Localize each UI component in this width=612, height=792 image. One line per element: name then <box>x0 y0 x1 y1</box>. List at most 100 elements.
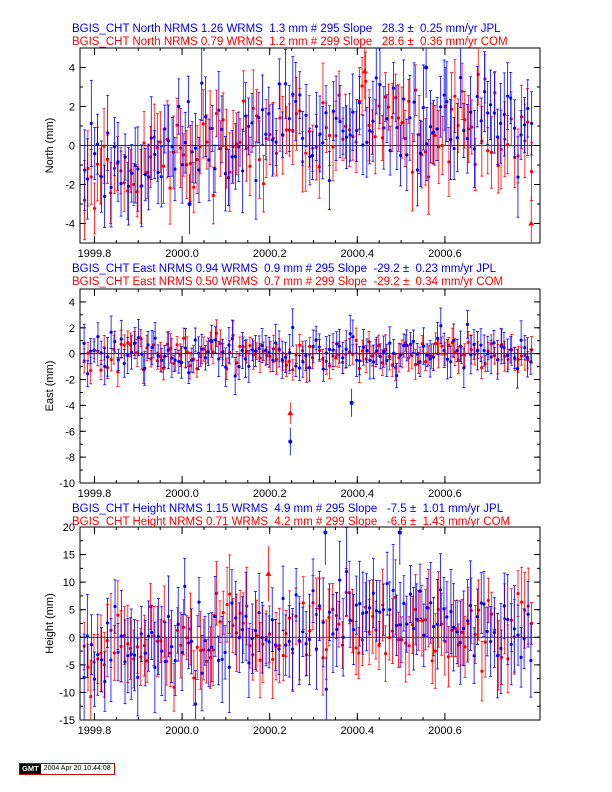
jpl-point <box>240 348 244 353</box>
com-point <box>483 640 487 644</box>
jpl-point <box>361 345 366 349</box>
y-tick-label: 0 <box>69 141 75 153</box>
jpl-point <box>257 347 261 351</box>
com-point <box>354 646 358 650</box>
jpl-point <box>445 357 450 361</box>
jpl-point <box>337 344 341 348</box>
jpl-point <box>244 114 248 118</box>
jpl-point <box>331 348 335 352</box>
jpl-point <box>166 348 170 352</box>
jpl-point <box>190 358 194 362</box>
com-point <box>489 150 494 154</box>
jpl-point <box>382 350 386 354</box>
jpl-point <box>492 630 496 635</box>
jpl-point <box>374 76 378 80</box>
com-point <box>503 354 507 358</box>
com-point <box>89 694 93 699</box>
com-point <box>178 146 183 150</box>
com-point <box>381 603 385 607</box>
outlier-point <box>349 400 354 405</box>
y-tick-label: 4 <box>69 63 75 75</box>
data-points <box>82 48 535 243</box>
jpl-point <box>344 347 348 351</box>
north-panel: -4 -2 0 2 4 1999.8 2000.0 2000.2 2000.4 2000.6 Nor… <box>44 47 541 260</box>
jpl-point <box>489 639 493 644</box>
jpl-point <box>472 147 476 151</box>
com-point <box>168 346 173 350</box>
jpl-point <box>283 82 288 86</box>
com-point <box>261 182 266 186</box>
jpl-point <box>160 358 164 362</box>
com-point <box>499 655 504 659</box>
jpl-point <box>129 652 133 656</box>
x-tick-label: 2000.0 <box>165 248 199 260</box>
jpl-point <box>372 360 376 364</box>
jpl-point <box>106 131 110 135</box>
com-point <box>218 620 222 624</box>
jpl-point <box>297 639 301 643</box>
jpl-point <box>455 630 459 634</box>
north-ylabel: North (mm) <box>44 118 56 174</box>
jpl-point <box>317 604 322 608</box>
com-point <box>377 343 381 348</box>
jpl-point <box>355 128 359 133</box>
com-point <box>480 669 484 673</box>
jpl-point <box>382 126 386 130</box>
outlier-point <box>424 65 429 70</box>
com-point <box>185 350 189 354</box>
jpl-point <box>324 687 328 691</box>
jpl-point <box>264 132 268 136</box>
jpl-point <box>354 603 358 607</box>
height-header-jpl: BGIS_CHT Height NRMS 1.15 WRMS 4.9 mm # … <box>72 503 504 515</box>
jpl-point <box>146 343 150 347</box>
com-point <box>414 88 418 92</box>
com-point <box>122 343 126 347</box>
jpl-point <box>301 630 305 634</box>
jpl-point <box>338 578 342 582</box>
com-point <box>374 628 378 632</box>
com-point <box>509 117 513 121</box>
com-point <box>307 129 311 133</box>
jpl-point <box>187 371 191 375</box>
com-point <box>284 128 288 132</box>
jpl-point <box>523 346 527 350</box>
com-point <box>228 592 232 596</box>
com-point <box>420 342 424 346</box>
jpl-point <box>431 130 436 134</box>
jpl-point <box>230 155 234 159</box>
com-point <box>370 354 374 358</box>
jpl-point <box>428 125 433 129</box>
jpl-point <box>367 606 372 610</box>
com-point <box>486 598 490 603</box>
com-point <box>437 145 441 149</box>
y-tick-label: 0 <box>69 349 75 361</box>
jpl-point <box>502 604 506 608</box>
east-header-jpl: BGIS_CHT East NRMS 0.94 WRMS 0.9 mm # 29… <box>72 263 497 275</box>
jpl-point <box>106 355 110 359</box>
com-point <box>354 338 358 342</box>
jpl-point <box>291 325 295 330</box>
jpl-point <box>301 360 305 364</box>
jpl-point <box>166 139 171 143</box>
jpl-point <box>513 356 517 360</box>
jpl-point <box>294 364 298 368</box>
jpl-point <box>418 151 423 155</box>
jpl-point <box>274 140 278 144</box>
com-point <box>383 651 388 656</box>
y-tick-label: -2 <box>65 375 75 387</box>
jpl-point <box>462 626 466 630</box>
jpl-point <box>378 82 382 87</box>
com-point <box>410 170 415 174</box>
jpl-point <box>469 353 473 357</box>
jpl-point <box>143 366 147 370</box>
gmt-stamp: GMT 2004 Apr 20 10:44:08 <box>19 763 115 775</box>
jpl-point <box>253 629 258 633</box>
jpl-point <box>455 348 459 353</box>
com-point <box>348 128 352 132</box>
jpl-point <box>394 623 399 627</box>
jpl-point <box>357 359 362 363</box>
com-point <box>108 191 113 195</box>
jpl-point <box>216 658 221 663</box>
com-point <box>139 655 143 659</box>
